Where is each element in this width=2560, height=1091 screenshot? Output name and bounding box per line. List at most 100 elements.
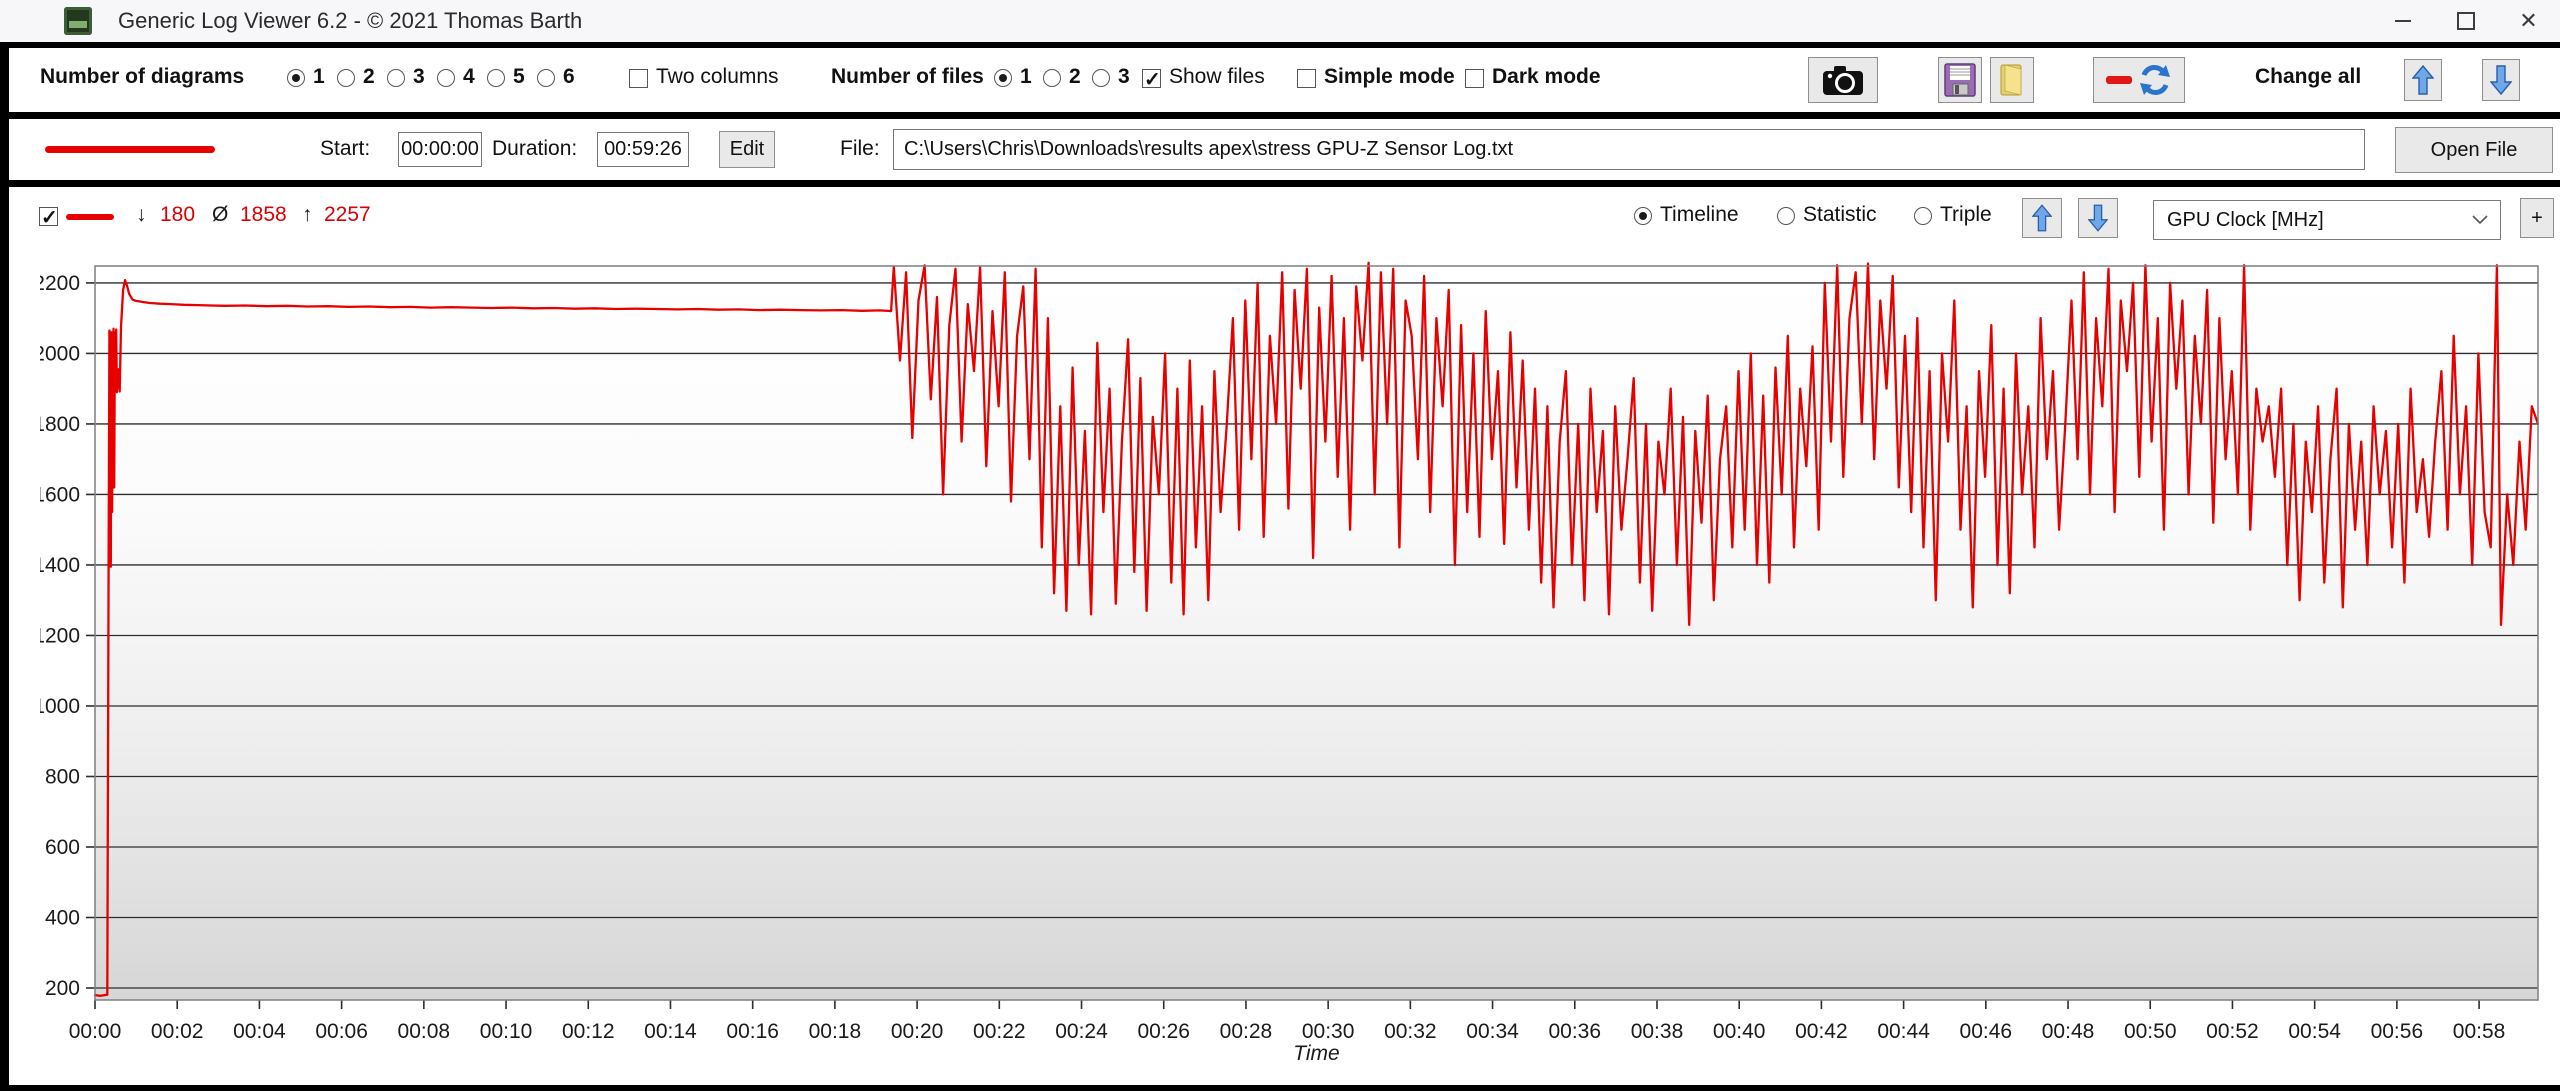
save-icon	[1944, 63, 1976, 97]
svg-text:00:58: 00:58	[2453, 1020, 2506, 1043]
separator	[0, 42, 2560, 48]
svg-text:00:18: 00:18	[809, 1020, 862, 1043]
simple-mode-label: Simple mode	[1324, 65, 1455, 88]
edit-button-label: Edit	[729, 138, 765, 160]
change-all-up-button[interactable]	[2404, 59, 2442, 101]
reset-zoom-button[interactable]	[2093, 57, 2185, 103]
radio-diagrams-3[interactable]	[387, 69, 405, 87]
svg-text:00:52: 00:52	[2206, 1020, 2259, 1043]
svg-text:00:34: 00:34	[1466, 1020, 1519, 1043]
duration-input[interactable]	[597, 132, 689, 167]
svg-text:00:22: 00:22	[973, 1020, 1026, 1043]
svg-text:00:30: 00:30	[1302, 1020, 1355, 1043]
radio-files-1-label: 1	[1020, 65, 1032, 88]
minimize-icon	[2394, 20, 2411, 22]
add-sensor-button[interactable]: +	[2520, 198, 2554, 238]
svg-text:00:48: 00:48	[2042, 1020, 2095, 1043]
sensor-select[interactable]: GPU Clock [MHz]	[2153, 200, 2501, 240]
sensor-down-button[interactable]	[2078, 198, 2118, 238]
maximize-icon	[2456, 12, 2475, 30]
min-icon: ↓	[136, 203, 147, 226]
radio-files-2[interactable]	[1043, 69, 1061, 87]
svg-text:00:14: 00:14	[644, 1020, 697, 1043]
svg-text:00:26: 00:26	[1137, 1020, 1190, 1043]
dark-mode-label: Dark mode	[1492, 65, 1601, 88]
radio-triple-label: Triple	[1940, 203, 1992, 226]
radio-diagrams-5[interactable]	[487, 69, 505, 87]
svg-text:00:04: 00:04	[233, 1020, 286, 1043]
svg-text:00:16: 00:16	[726, 1020, 779, 1043]
radio-files-2-label: 2	[1069, 65, 1081, 88]
series-visible-checkbox[interactable]	[39, 205, 58, 230]
average-icon: Ø	[212, 203, 229, 226]
svg-text:00:08: 00:08	[398, 1020, 451, 1043]
screenshot-button[interactable]	[1808, 57, 1878, 103]
start-input[interactable]	[398, 132, 482, 167]
radio-diagrams-2[interactable]	[337, 69, 355, 87]
svg-text:00:42: 00:42	[1795, 1020, 1848, 1043]
camera-icon	[1823, 66, 1863, 95]
radio-diagrams-4[interactable]	[437, 69, 455, 87]
svg-text:00:44: 00:44	[1877, 1020, 1930, 1043]
app-icon	[64, 7, 92, 35]
toolbar: Number of diagrams 1 2 3 4 5 6 Two colum…	[0, 48, 2560, 112]
svg-text:00:28: 00:28	[1220, 1020, 1273, 1043]
radio-diagrams-5-label: 5	[513, 65, 525, 88]
files-label: Number of files	[831, 65, 984, 88]
sensor-up-button[interactable]	[2022, 198, 2062, 238]
file-path-input[interactable]	[893, 129, 2365, 170]
average-value: 1858	[240, 203, 287, 226]
radio-timeline[interactable]	[1634, 207, 1652, 225]
show-files-checkbox[interactable]	[1142, 67, 1161, 92]
radio-files-3[interactable]	[1092, 69, 1110, 87]
change-all-down-button[interactable]	[2482, 59, 2520, 101]
maximize-button[interactable]	[2434, 0, 2497, 42]
minimize-button[interactable]	[2371, 0, 2434, 42]
max-icon: ↑	[302, 203, 313, 226]
two-columns-checkbox[interactable]	[629, 69, 648, 88]
file-color-sample	[45, 146, 215, 153]
radio-files-1[interactable]	[994, 69, 1012, 87]
close-button[interactable]: ✕	[2497, 0, 2560, 42]
simple-mode-checkbox[interactable]	[1297, 69, 1316, 88]
svg-text:00:38: 00:38	[1631, 1020, 1684, 1043]
duration-label: Duration:	[492, 137, 578, 160]
save-button[interactable]	[1938, 57, 1982, 103]
radio-triple[interactable]	[1914, 207, 1932, 225]
diagram-header: ↓ 180 Ø 1858 ↑ 2257 Timeline Statistic T…	[0, 196, 2560, 244]
svg-text:00:46: 00:46	[1960, 1020, 2013, 1043]
open-folder-button[interactable]	[1990, 57, 2034, 103]
svg-text:00:02: 00:02	[151, 1020, 204, 1043]
svg-text:00:12: 00:12	[562, 1020, 615, 1043]
radio-diagrams-1[interactable]	[287, 69, 305, 87]
start-label: Start:	[320, 137, 371, 160]
radio-diagrams-2-label: 2	[363, 65, 375, 88]
svg-text:00:54: 00:54	[2288, 1020, 2341, 1043]
edit-button[interactable]: Edit	[719, 131, 775, 168]
two-columns-label: Two columns	[656, 65, 779, 88]
max-value: 2257	[324, 203, 371, 226]
svg-text:00:06: 00:06	[315, 1020, 368, 1043]
window-title: Generic Log Viewer 6.2 - © 2021 Thomas B…	[118, 8, 583, 33]
radio-statistic[interactable]	[1777, 207, 1795, 225]
dark-mode-checkbox[interactable]	[1465, 69, 1484, 88]
reset-zoom-icon	[2106, 65, 2170, 95]
arrow-down-icon	[2088, 204, 2108, 232]
open-file-button-label: Open File	[2430, 138, 2518, 161]
separator	[0, 112, 2560, 119]
svg-text:00:56: 00:56	[2371, 1020, 2424, 1043]
chevron-down-icon	[2472, 215, 2488, 225]
radio-diagrams-6[interactable]	[537, 69, 555, 87]
svg-text:800: 800	[45, 765, 80, 788]
radio-timeline-label: Timeline	[1660, 203, 1739, 226]
svg-text:400: 400	[45, 907, 80, 930]
arrow-up-icon	[2032, 204, 2052, 232]
svg-text:600: 600	[45, 836, 80, 859]
open-file-button[interactable]: Open File	[2395, 127, 2553, 173]
show-files-label: Show files	[1169, 65, 1265, 88]
